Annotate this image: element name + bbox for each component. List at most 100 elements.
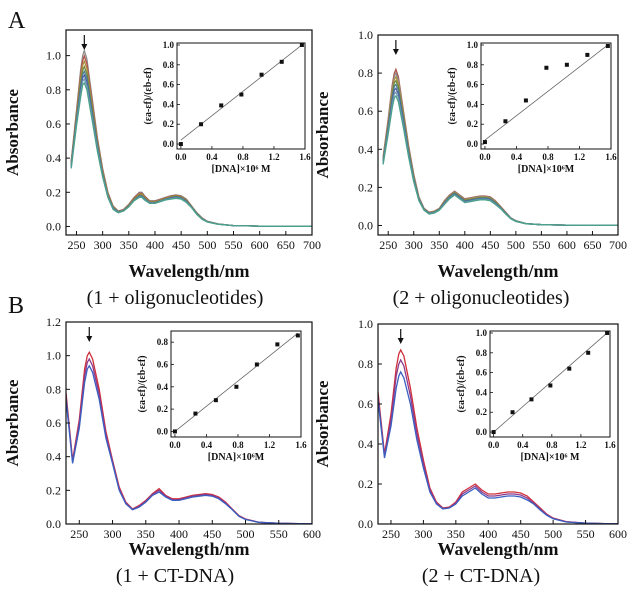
inset-y-tick-label: 0.8 bbox=[476, 348, 488, 358]
x-tick-label: 400 bbox=[479, 527, 497, 541]
inset-point bbox=[510, 410, 515, 415]
inset-y-tick-label: 1.0 bbox=[163, 40, 175, 50]
inset-chart: 0.0 0.4 0.8 1.2 1.6 0.0 0.2 0.4 0.6 0.8 1.0 [DNA]×1… bbox=[447, 40, 617, 175]
inset-y-tick-label: 0.0 bbox=[476, 427, 488, 437]
inset-y-tick-label: 0.6 bbox=[163, 80, 175, 90]
inset-point bbox=[275, 342, 280, 347]
y-tick-label: 0.2 bbox=[46, 483, 61, 497]
inset-point bbox=[178, 142, 183, 147]
inset-point bbox=[564, 62, 569, 67]
x-tick-label: 550 bbox=[224, 238, 242, 252]
arrow-head bbox=[81, 44, 88, 50]
inset-y-axis-label: (εa-εf)/(εb-εf) bbox=[143, 67, 154, 124]
inset-x-tick-label: 1.2 bbox=[268, 152, 280, 162]
inset-x-tick-label: 1.2 bbox=[575, 440, 587, 450]
inset-point bbox=[586, 350, 591, 355]
x-tick-label: 500 bbox=[237, 527, 255, 541]
x-axis-label: Wavelength/nm bbox=[437, 539, 558, 559]
inset-chart: 0.0 0.4 0.8 1.2 1.6 0.0 0.2 0.4 0.6 0.8 1.0 [DNA]×1… bbox=[456, 328, 616, 463]
x-tick-label: 400 bbox=[170, 527, 188, 541]
x-tick-label: 700 bbox=[303, 238, 321, 252]
x-tick-label: 350 bbox=[447, 527, 465, 541]
inset-point bbox=[234, 384, 239, 389]
y-axis-label: Absorbance bbox=[313, 380, 332, 467]
x-tick-label: 550 bbox=[532, 238, 550, 252]
inset-y-tick-label: 0.2 bbox=[476, 407, 488, 417]
y-tick-label: 0.0 bbox=[358, 517, 373, 531]
inset-y-tick-label: 0.2 bbox=[157, 404, 169, 414]
inset-x-tick-label: 1.2 bbox=[264, 440, 276, 450]
inset-point bbox=[529, 397, 534, 402]
y-axis-label: Absorbance bbox=[3, 89, 22, 176]
inset-x-tick-label: 0.0 bbox=[488, 440, 500, 450]
spectrum-trace bbox=[382, 94, 618, 226]
x-tick-label: 300 bbox=[94, 238, 112, 252]
inset-frame bbox=[480, 42, 612, 150]
caption-b1: (1 + CT-DNA) bbox=[115, 565, 235, 587]
inset-x-tick-label: 0.4 bbox=[201, 440, 213, 450]
x-tick-label: 600 bbox=[251, 238, 269, 252]
inset-frame bbox=[170, 330, 302, 438]
x-tick-label: 500 bbox=[544, 527, 562, 541]
y-axis-label: Absorbance bbox=[313, 91, 332, 178]
x-tick-label: 350 bbox=[120, 238, 138, 252]
caption-a1: (1 + oligonucleotides) bbox=[86, 287, 264, 309]
x-axis-label: Wavelength/nm bbox=[437, 261, 558, 281]
x-tick-label: 250 bbox=[70, 527, 88, 541]
plot-frame bbox=[377, 34, 619, 236]
inset-point bbox=[523, 98, 528, 103]
inset-point bbox=[605, 43, 610, 48]
inset-y-tick-label: 0.8 bbox=[157, 337, 169, 347]
y-tick-label: 0.2 bbox=[358, 180, 373, 194]
inset-x-tick-label: 0.4 bbox=[206, 152, 218, 162]
y-tick-label: 0.8 bbox=[46, 382, 61, 396]
inset-y-tick-label: 0.0 bbox=[163, 139, 175, 149]
inset-y-tick-label: 0.8 bbox=[163, 60, 175, 70]
inset-x-tick-label: 0.0 bbox=[175, 152, 187, 162]
inset-x-axis-label: [DNA]×10⁶M bbox=[208, 452, 265, 463]
plot-frame bbox=[65, 29, 313, 236]
x-tick-label: 400 bbox=[146, 238, 164, 252]
curves bbox=[66, 350, 312, 524]
inset-fit-line bbox=[493, 332, 608, 433]
inset-point bbox=[567, 366, 572, 371]
panel-label-b: B bbox=[8, 293, 25, 319]
inset-x-tick-label: 0.8 bbox=[546, 440, 558, 450]
curves bbox=[382, 67, 618, 226]
x-tick-label: 550 bbox=[577, 527, 595, 541]
inset-x-tick-label: 1.6 bbox=[605, 152, 617, 162]
y-tick-label: 0.4 bbox=[46, 151, 61, 165]
inset-y-tick-label: 0.4 bbox=[157, 382, 169, 392]
inset-y-tick-label: 0.2 bbox=[163, 119, 175, 129]
x-axis-label: Wavelength/nm bbox=[128, 539, 249, 559]
y-tick-label: 0.8 bbox=[46, 83, 61, 97]
inset-chart: 0.0 0.4 0.8 1.2 1.6 0.0 0.2 0.4 0.6 0.8 1.0 [DNA]×1… bbox=[143, 40, 311, 175]
arrow-head bbox=[86, 336, 93, 342]
x-tick-label: 300 bbox=[405, 238, 423, 252]
inset-y-tick-label: 0.0 bbox=[467, 139, 479, 149]
x-tick-label: 350 bbox=[430, 238, 448, 252]
x-tick-label: 500 bbox=[507, 238, 525, 252]
inset-x-tick-label: 1.2 bbox=[574, 152, 586, 162]
y-tick-label: 0.8 bbox=[358, 66, 373, 80]
inset-x-axis-label: [DNA]×10⁶ M bbox=[212, 164, 272, 175]
x-tick-label: 450 bbox=[512, 527, 530, 541]
x-tick-label: 450 bbox=[172, 238, 190, 252]
inset-x-axis-label: [DNA]×10⁶M bbox=[518, 164, 575, 175]
inset-point bbox=[193, 411, 198, 416]
inset-y-tick-label: 0.8 bbox=[467, 60, 479, 70]
x-axis-label: Wavelength/nm bbox=[128, 261, 249, 281]
inset-point bbox=[544, 65, 549, 70]
inset-x-tick-label: 0.0 bbox=[169, 440, 181, 450]
x-tick-label: 250 bbox=[379, 238, 397, 252]
y-tick-label: 1.2 bbox=[46, 315, 61, 329]
y-tick-label: 0.0 bbox=[46, 517, 61, 531]
inset-point bbox=[295, 333, 300, 338]
inset-x-tick-label: 1.6 bbox=[295, 440, 307, 450]
inset-y-tick-label: 0.4 bbox=[467, 99, 479, 109]
inset-y-tick-label: 1.0 bbox=[476, 328, 488, 338]
inset-x-tick-label: 1.6 bbox=[604, 440, 616, 450]
y-tick-label: 0.4 bbox=[358, 437, 373, 451]
y-tick-label: 1.0 bbox=[46, 49, 61, 63]
